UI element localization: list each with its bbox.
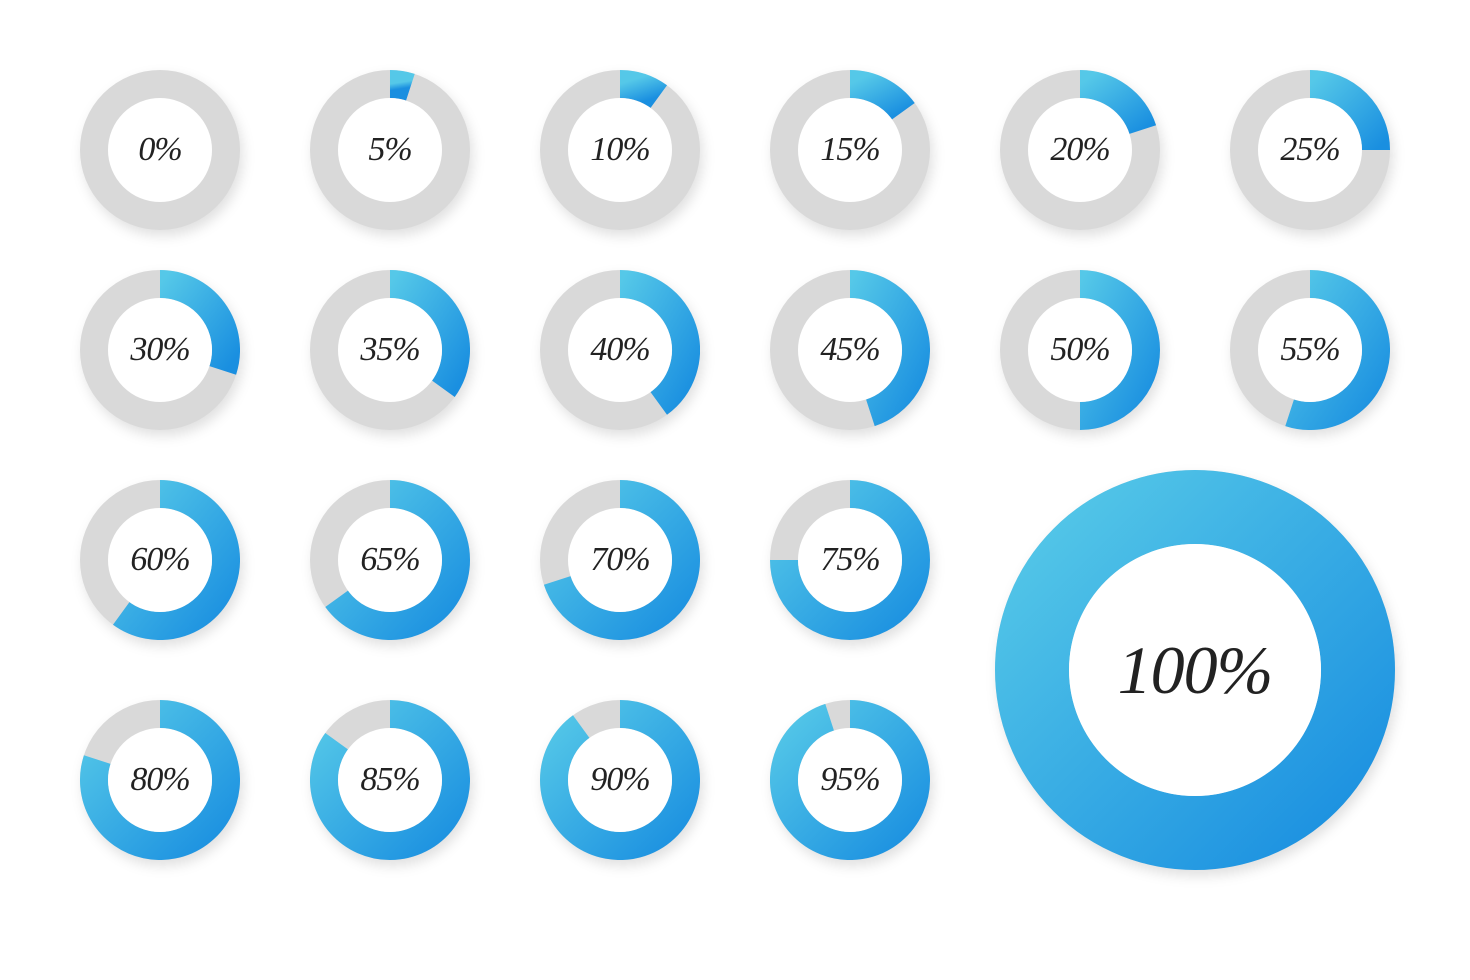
donut-65: 65% [310, 480, 470, 640]
donut-80: 80% [80, 700, 240, 860]
donut-cell: 95% [760, 690, 940, 870]
donut-cell: 85% [300, 690, 480, 870]
donut-40: 40% [540, 270, 700, 430]
donut-percentage-grid: 0% 5% 10% 15% [70, 70, 1400, 870]
donut-25: 25% [1230, 70, 1390, 230]
donut-label: 80% [80, 700, 240, 860]
donut-label: 40% [540, 270, 700, 430]
donut-55: 55% [1230, 270, 1390, 430]
donut-cell: 100% [990, 470, 1400, 870]
donut-label: 60% [80, 480, 240, 640]
donut-cell: 25% [1220, 70, 1400, 230]
donut-label: 100% [995, 470, 1395, 870]
donut-label: 10% [540, 70, 700, 230]
donut-cell: 40% [530, 270, 710, 430]
donut-cell: 45% [760, 270, 940, 430]
donut-cell: 70% [530, 470, 710, 650]
donut-85: 85% [310, 700, 470, 860]
donut-cell: 0% [70, 70, 250, 230]
donut-label: 55% [1230, 270, 1390, 430]
donut-label: 70% [540, 480, 700, 640]
donut-label: 90% [540, 700, 700, 860]
donut-label: 5% [310, 70, 470, 230]
donut-cell: 20% [990, 70, 1170, 230]
donut-50: 50% [1000, 270, 1160, 430]
donut-label: 75% [770, 480, 930, 640]
donut-cell: 75% [760, 470, 940, 650]
donut-cell: 80% [70, 690, 250, 870]
donut-15: 15% [770, 70, 930, 230]
donut-cell: 35% [300, 270, 480, 430]
donut-5: 5% [310, 70, 470, 230]
donut-95: 95% [770, 700, 930, 860]
donut-label: 85% [310, 700, 470, 860]
donut-label: 50% [1000, 270, 1160, 430]
donut-cell: 10% [530, 70, 710, 230]
donut-label: 30% [80, 270, 240, 430]
donut-20: 20% [1000, 70, 1160, 230]
donut-60: 60% [80, 480, 240, 640]
donut-100: 100% [995, 470, 1395, 870]
donut-90: 90% [540, 700, 700, 860]
donut-cell: 30% [70, 270, 250, 430]
donut-cell: 50% [990, 270, 1170, 430]
donut-75: 75% [770, 480, 930, 640]
donut-45: 45% [770, 270, 930, 430]
donut-cell: 90% [530, 690, 710, 870]
donut-label: 95% [770, 700, 930, 860]
donut-label: 35% [310, 270, 470, 430]
donut-label: 0% [80, 70, 240, 230]
donut-10: 10% [540, 70, 700, 230]
donut-70: 70% [540, 480, 700, 640]
donut-label: 25% [1230, 70, 1390, 230]
donut-label: 65% [310, 480, 470, 640]
donut-cell: 65% [300, 470, 480, 650]
donut-cell: 55% [1220, 270, 1400, 430]
donut-cell: 15% [760, 70, 940, 230]
donut-0: 0% [80, 70, 240, 230]
donut-label: 45% [770, 270, 930, 430]
donut-cell: 60% [70, 470, 250, 650]
donut-label: 15% [770, 70, 930, 230]
donut-35: 35% [310, 270, 470, 430]
donut-cell: 5% [300, 70, 480, 230]
donut-label: 20% [1000, 70, 1160, 230]
donut-30: 30% [80, 270, 240, 430]
